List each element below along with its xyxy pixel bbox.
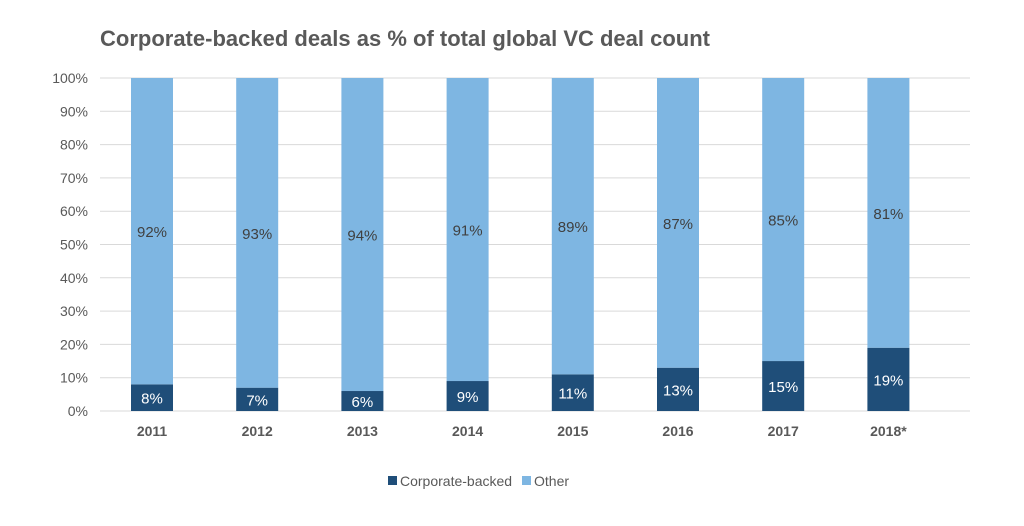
- data-label: 81%: [873, 206, 903, 223]
- bar-corporate-backed-2015: [551, 374, 594, 411]
- x-tick-label: 2016: [662, 423, 693, 439]
- legend-swatch-corporate-backed: [388, 476, 397, 485]
- bar-other-2012: [236, 78, 279, 388]
- data-label: 11%: [558, 386, 587, 403]
- x-tick-label: 2017: [768, 423, 799, 439]
- y-tick-label: 40%: [60, 270, 88, 286]
- data-label: 92%: [137, 224, 167, 241]
- data-label: 13%: [663, 382, 693, 399]
- bar-corporate-backed-2016: [657, 367, 699, 411]
- x-tick-label: 2018*: [870, 423, 907, 439]
- bar-other-2016: [657, 78, 699, 368]
- data-label: 7%: [246, 392, 268, 409]
- y-tick-label: 100%: [52, 70, 88, 86]
- data-label: 91%: [453, 223, 483, 240]
- legend: Corporate-backed Other: [388, 473, 569, 489]
- bar-corporate-backed-2017: [762, 361, 805, 411]
- bar-other-2017: [762, 78, 805, 362]
- legend-label-other: Other: [534, 473, 569, 489]
- y-tick-label: 0%: [68, 403, 88, 419]
- data-label: 85%: [768, 213, 798, 230]
- data-label: 15%: [768, 379, 798, 396]
- y-tick-label: 50%: [60, 237, 88, 253]
- legend-label-corporate-backed: Corporate-backed: [400, 473, 512, 489]
- bar-other-2015: [551, 78, 594, 375]
- x-tick-label: 2014: [452, 423, 483, 439]
- x-tick-label: 2011: [137, 423, 168, 439]
- bar-corporate-backed-2014: [446, 381, 489, 411]
- data-label: 93%: [242, 226, 272, 243]
- y-axis: 0% 10% 20% 30% 40% 50% 60% 70% 80% 90% 100%: [52, 70, 88, 419]
- legend-swatch-other: [522, 476, 531, 485]
- gridlines: [100, 77, 970, 412]
- bars: 8% 92% 7% 93% 6% 94% 9% 91% 11% 89% 13% 87% 15% 85% 19…: [131, 78, 910, 411]
- bar-other-2014: [446, 78, 489, 382]
- x-tick-label: 2013: [347, 423, 378, 439]
- data-label: 19%: [873, 372, 903, 389]
- y-tick-label: 10%: [60, 370, 88, 386]
- data-label: 9%: [457, 389, 479, 406]
- x-tick-label: 2015: [557, 423, 588, 439]
- y-tick-label: 30%: [60, 303, 88, 319]
- bar-corporate-backed-2018: [867, 347, 910, 411]
- bar-corporate-backed-2013: [341, 391, 384, 411]
- y-tick-label: 70%: [60, 170, 88, 186]
- x-tick-label: 2012: [242, 423, 273, 439]
- data-label: 94%: [347, 228, 377, 245]
- y-tick-label: 20%: [60, 336, 88, 352]
- bar-corporate-backed-2011: [131, 384, 173, 411]
- data-label: 6%: [352, 394, 374, 411]
- y-tick-label: 80%: [60, 137, 88, 153]
- bar-other-2011: [131, 78, 173, 385]
- data-label: 89%: [558, 219, 588, 236]
- bar-other-2013: [341, 78, 384, 392]
- chart-title: Corporate-backed deals as % of total glo…: [100, 26, 711, 51]
- x-axis: 2011 2012 2013 2014 2015 2016 2017 2018*: [137, 423, 907, 439]
- y-tick-label: 90%: [60, 103, 88, 119]
- y-tick-label: 60%: [60, 203, 88, 219]
- bar-corporate-backed-2012: [236, 387, 279, 411]
- data-label: 87%: [663, 216, 693, 233]
- data-label: 8%: [141, 391, 163, 408]
- bar-other-2018: [867, 78, 910, 348]
